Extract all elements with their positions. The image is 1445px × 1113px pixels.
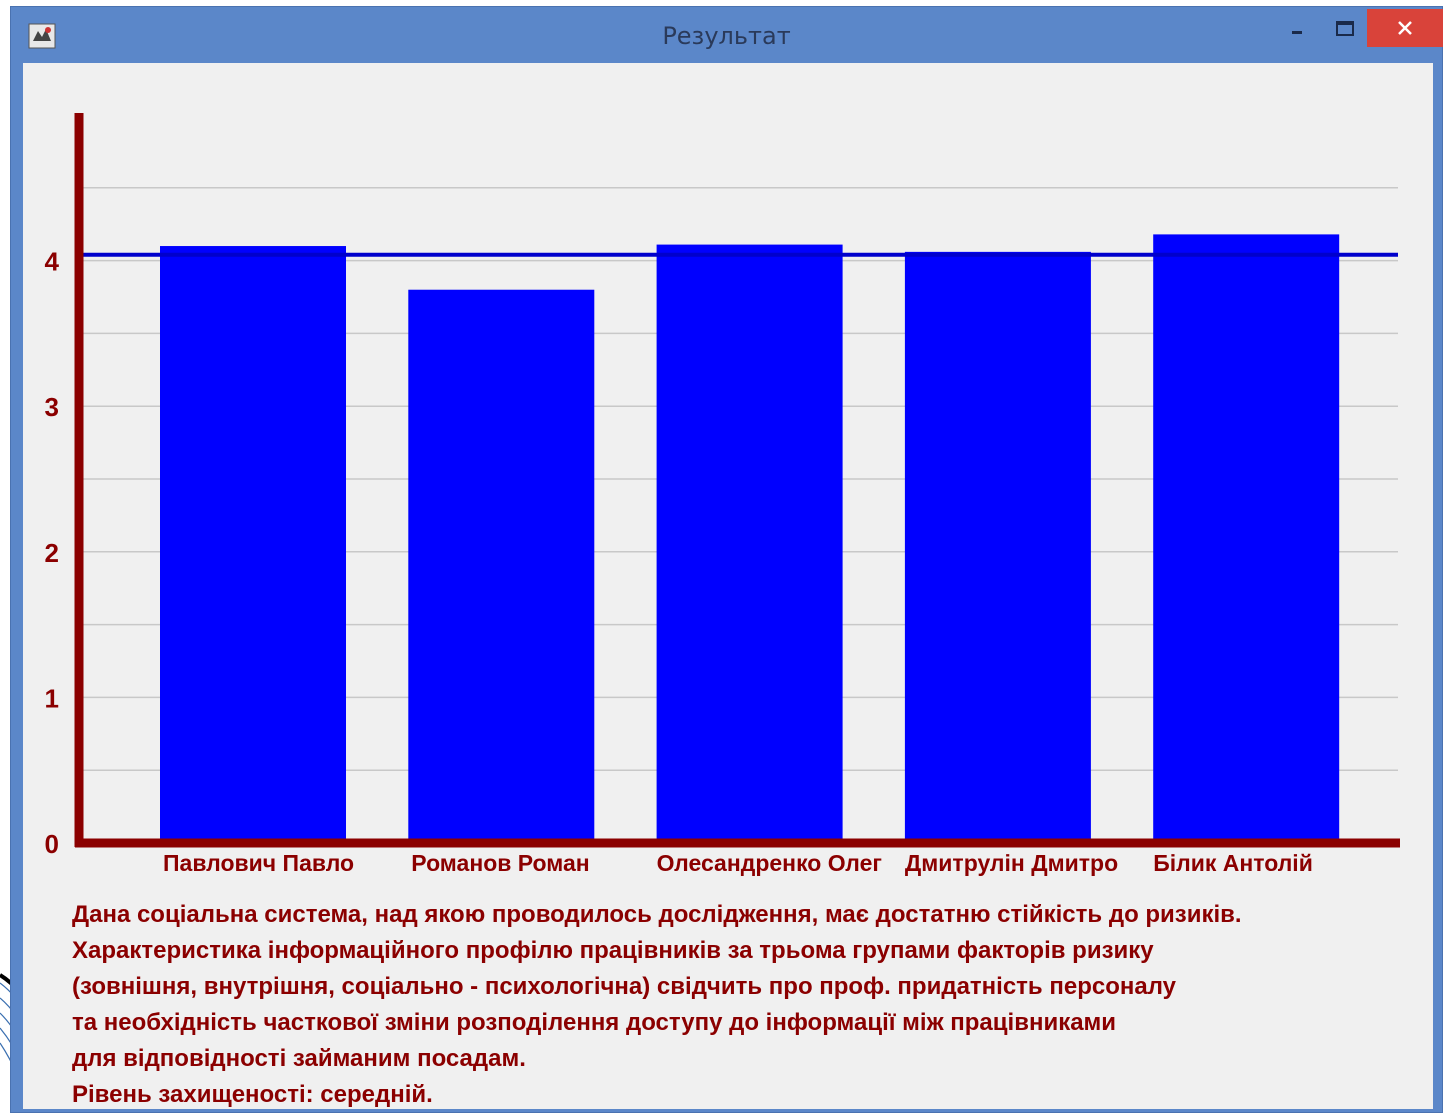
conclusion-line: для відповідності займаним посадам. xyxy=(72,1045,526,1072)
result-window: Результат 0 1 2 3 4 Павлович Павло Романов Ром… xyxy=(10,6,1443,1113)
client-area: 0 1 2 3 4 Павлович Павло Романов Роман Олесандр… xyxy=(23,63,1433,1109)
title-bar[interactable]: Результат xyxy=(11,7,1443,63)
category-label: Дмитрулін Дмитро xyxy=(905,850,1118,876)
conclusion-line: Дана соціальна система, над якою проводи… xyxy=(72,901,1242,928)
category-label: Павлович Павло xyxy=(163,850,354,876)
bar-chart: 0 1 2 3 4 Павлович Павло Романов Роман Олесандр… xyxy=(45,113,1400,876)
bar xyxy=(160,246,346,844)
maximize-icon xyxy=(1336,21,1354,36)
conclusion-line: (зовнішня, внутрішня, соціально - психол… xyxy=(72,973,1176,1000)
bar xyxy=(1153,234,1340,844)
conclusion-line: Характеристика інформаційного профілю пр… xyxy=(72,937,1154,964)
conclusion-text: Дана соціальна система, над якою проводи… xyxy=(72,897,1242,1113)
y-tick-label: 1 xyxy=(45,683,59,713)
security-level: Рівень захищеності: середній. xyxy=(72,1081,433,1108)
minimize-button[interactable] xyxy=(1277,11,1317,47)
y-tick-label: 3 xyxy=(45,392,59,422)
close-icon xyxy=(1398,21,1412,35)
y-tick-label: 2 xyxy=(45,538,59,568)
window-title: Результат xyxy=(662,22,791,50)
bar xyxy=(656,244,843,844)
app-icon xyxy=(28,23,56,49)
close-button[interactable] xyxy=(1367,9,1443,47)
y-tick-label: 4 xyxy=(45,247,60,277)
category-label: Олесандренко Олег xyxy=(657,850,882,876)
minimize-icon xyxy=(1292,31,1302,34)
bar xyxy=(408,289,595,844)
bar xyxy=(904,251,1091,843)
y-tick-label: 0 xyxy=(45,829,59,859)
conclusion-line: та необхідність часткової зміни розподіл… xyxy=(72,1009,1117,1036)
category-label: Білик Антолій xyxy=(1153,850,1313,876)
category-label: Романов Роман xyxy=(411,850,589,876)
maximize-button[interactable] xyxy=(1325,11,1365,47)
